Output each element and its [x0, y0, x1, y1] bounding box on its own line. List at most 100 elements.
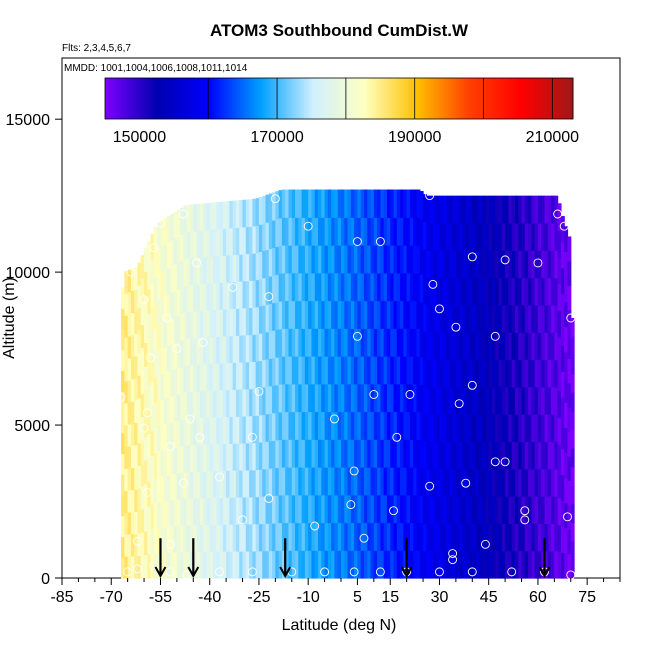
heatmap-cell [163, 526, 168, 553]
heatmap-cell [130, 401, 135, 424]
heatmap-cell [295, 272, 299, 302]
heatmap-cell [298, 550, 303, 579]
heatmap-cell [423, 303, 427, 332]
colorbar-segment [145, 78, 149, 119]
colorbar-segment [130, 78, 133, 119]
heatmap-cell [196, 551, 201, 579]
heatmap-cell [360, 328, 365, 357]
colorbar-segment [387, 78, 391, 119]
heatmap-cell [524, 250, 529, 279]
heatmap-cell [518, 496, 523, 524]
sample-point [133, 564, 142, 574]
heatmap-cell [318, 411, 322, 440]
x-tick-label: 15 [381, 589, 399, 606]
heatmap-cell [203, 337, 208, 365]
heatmap-cell [314, 411, 319, 440]
heatmap-cell [567, 334, 572, 360]
heatmap-cell [541, 250, 546, 279]
colorbar-segment [356, 78, 359, 119]
heatmap-cell [268, 248, 273, 277]
heatmap-cell [534, 250, 539, 279]
heatmap-cell [193, 364, 198, 392]
heatmap-cell [314, 356, 319, 385]
heatmap-cell [446, 195, 450, 224]
heatmap-cell [334, 439, 339, 468]
heatmap-cell [318, 189, 322, 218]
heatmap-cell [337, 189, 342, 218]
heatmap-cell [226, 497, 230, 525]
colorbar-tick-label: 150000 [113, 129, 166, 146]
heatmap-cell [462, 277, 467, 306]
heatmap-cell [386, 411, 391, 440]
heatmap-cell [541, 195, 546, 224]
sample-point [123, 567, 133, 577]
heatmap-cell [508, 441, 513, 470]
sample-point [428, 279, 438, 289]
colorbar-segment [535, 78, 539, 119]
colorbar-segment [159, 78, 163, 119]
colorbar-segment [237, 78, 241, 119]
heatmap-cell [176, 209, 181, 237]
heatmap-cell [199, 364, 204, 392]
colorbar-segment [181, 78, 184, 119]
colorbar-segment [354, 78, 358, 119]
heatmap-cell [423, 358, 427, 387]
heatmap-cell [528, 523, 532, 552]
heatmap-cell [514, 550, 519, 579]
heatmap-cell [331, 272, 336, 302]
heatmap-cell [265, 495, 270, 524]
heatmap-cell [465, 414, 470, 443]
heatmap-cell [324, 494, 329, 524]
heatmap-cell [413, 411, 418, 440]
heatmap-cell [354, 494, 359, 524]
heatmap-cell [160, 526, 165, 554]
heatmap-cell [419, 522, 424, 551]
heatmap-cell [249, 550, 253, 579]
heatmap-cell [413, 439, 418, 468]
heatmap-cell [275, 384, 280, 413]
colorbar-segment [561, 78, 564, 119]
heatmap-cell [321, 411, 326, 440]
heatmap-cell [186, 471, 191, 499]
heatmap-cell [176, 288, 181, 316]
heatmap-cell [432, 332, 437, 361]
heatmap-cell [308, 439, 313, 468]
heatmap-cell [482, 523, 487, 552]
heatmap-cell [140, 370, 145, 395]
heatmap-cell [449, 550, 454, 579]
heatmap-cell [465, 550, 470, 579]
heatmap-cell [452, 441, 457, 470]
colorbar-segment [448, 78, 451, 119]
heatmap-cell [212, 390, 217, 418]
heatmap-cell [203, 444, 208, 472]
heatmap-cell [547, 386, 552, 415]
heatmap-cell [373, 300, 378, 329]
heatmap-cell [396, 356, 401, 385]
heatmap-cell [547, 195, 552, 224]
heatmap-cell [157, 272, 162, 300]
heatmap-cell [475, 222, 480, 251]
heatmap-cell [541, 414, 546, 443]
heatmap-cell [570, 373, 575, 393]
heatmap-cell [153, 552, 158, 579]
heatmap-cell [180, 419, 185, 447]
heatmap-cell [518, 250, 523, 279]
heatmap-cell [268, 495, 273, 524]
heatmap-cell [442, 523, 447, 552]
heatmap-cell [209, 551, 214, 579]
heatmap-cell [157, 400, 162, 427]
heatmap-cell [373, 272, 378, 302]
colorbar-segment [516, 78, 519, 119]
heatmap-cell [390, 550, 395, 579]
heatmap-cell [564, 552, 569, 579]
colorbar-segment [274, 78, 278, 119]
heatmap-cell [262, 496, 267, 525]
heatmap-cell [301, 550, 306, 579]
heatmap-cell [163, 398, 168, 425]
heatmap-cell [167, 241, 171, 269]
heatmap-cell [242, 496, 247, 525]
heatmap-cell [222, 389, 227, 418]
heatmap-cell [567, 236, 572, 262]
heatmap-cell [511, 332, 516, 361]
